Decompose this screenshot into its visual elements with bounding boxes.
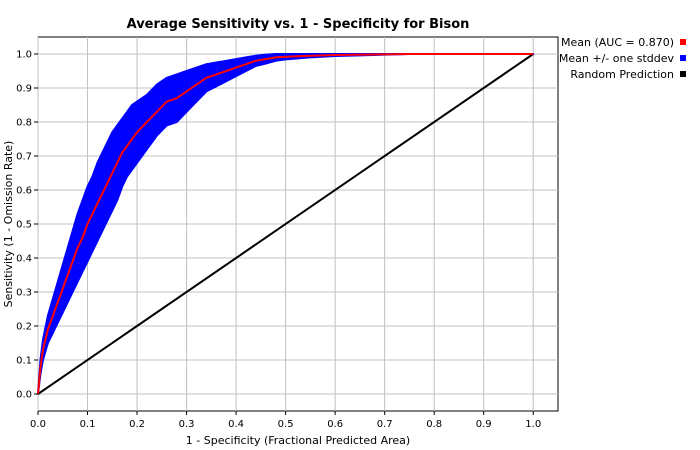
chart-title: Average Sensitivity vs. 1 - Specificity … [127,17,470,32]
y-tick-label: 0.1 [16,356,32,367]
legend-swatch [680,71,686,77]
y-tick-label: 0.8 [16,118,32,129]
legend-swatch [680,55,686,61]
grid-lines [37,37,558,411]
mean-line [37,53,534,395]
legend-swatch [680,39,686,45]
series-lines [37,53,534,395]
y-tick-label: 0.2 [16,322,32,333]
x-tick-label: 0.0 [30,419,46,430]
legend: Mean (AUC = 0.870) Mean +/- one stddev Ran… [559,36,686,81]
legend-label: Random Prediction [570,68,674,81]
y-tick-label: 0.0 [16,390,32,401]
x-tick-label: 0.7 [377,419,393,430]
y-tick-label: 0.9 [16,84,32,95]
y-tick-label: 1.0 [16,50,32,61]
x-tick-label: 0.1 [80,419,96,430]
y-tick-label: 0.4 [16,254,32,265]
x-tick-label: 0.5 [278,419,294,430]
y-tick-label: 0.5 [16,220,32,231]
x-axis-label: 1 - Specificity (Fractional Predicted Ar… [186,434,410,447]
x-tick-label: 0.2 [129,419,145,430]
y-axis-label: Sensitivity (1 - Omission Rate) [2,141,15,308]
x-tick-label: 0.4 [228,419,244,430]
random-prediction-line [37,53,534,395]
x-tick-label: 0.9 [476,419,492,430]
x-tick-label: 0.6 [327,419,343,430]
x-tick-label: 0.8 [426,419,442,430]
y-tick-label: 0.3 [16,288,32,299]
y-ticks: 0.0 0.1 0.2 0.3 0.4 0.5 0.6 0.7 0.8 0.9 1.0 [16,50,38,401]
y-tick-label: 0.7 [16,152,32,163]
legend-label: Mean +/- one stddev [559,52,675,65]
legend-label: Mean (AUC = 0.870) [561,36,674,49]
x-tick-label: 1.0 [525,419,541,430]
x-tick-label: 0.3 [179,419,195,430]
x-ticks: 0.0 0.1 0.2 0.3 0.4 0.5 0.6 0.7 0.8 0.9 1.0 [30,411,541,430]
y-tick-label: 0.6 [16,186,32,197]
